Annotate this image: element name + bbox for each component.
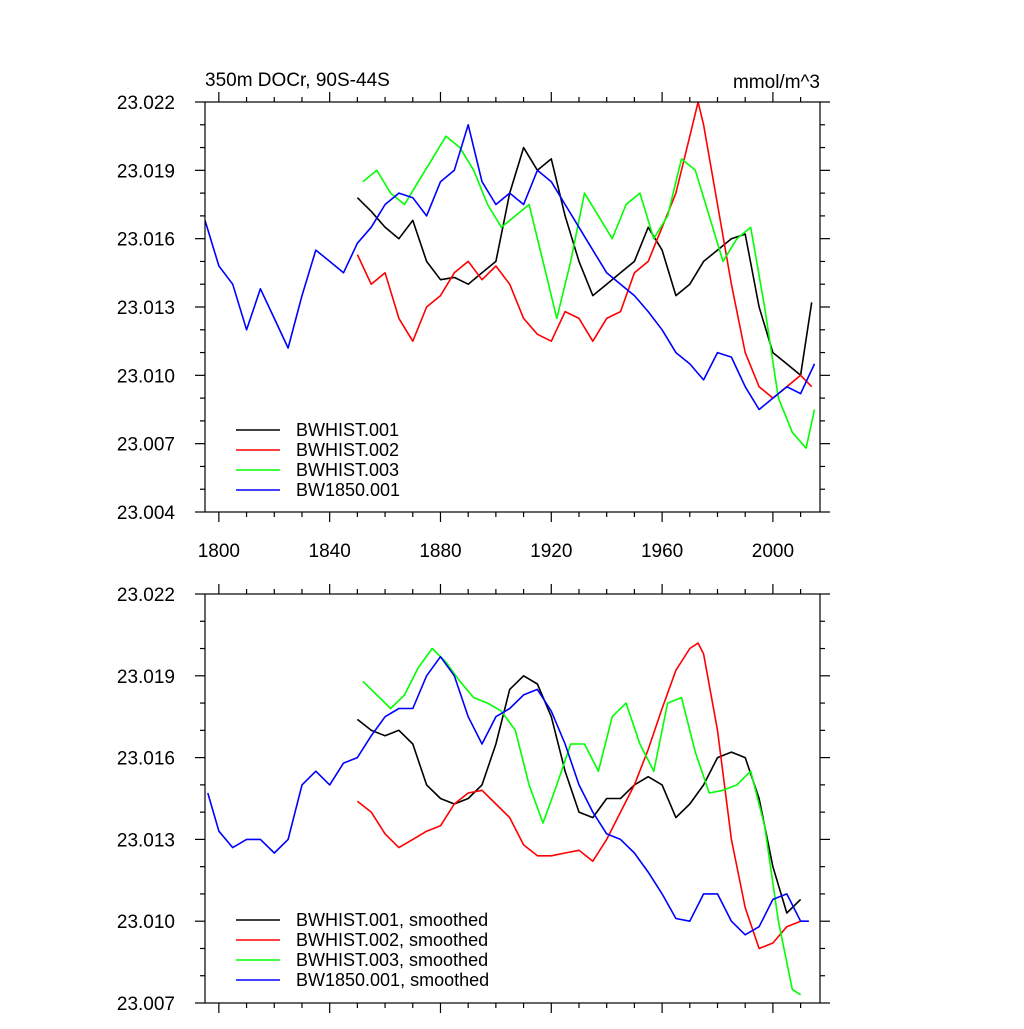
y-tick-label: 23.013 [117, 298, 175, 319]
x-tick-label: 2000 [752, 541, 794, 562]
plot-frame [204, 593, 821, 1004]
y-tick-label: 23.010 [117, 366, 175, 387]
chart-panel-2: 23.007 23.010 23.013 23.016 23.019 23.022 BWHI… [117, 584, 830, 1015]
series-line-3 [362, 647, 802, 996]
y-tick-label: 23.016 [117, 749, 175, 770]
legend-label: BWHIST.001, smoothed [296, 910, 488, 930]
legend-label: BWHIST.002, smoothed [296, 930, 488, 950]
y-tick-label: 23.022 [117, 93, 175, 114]
series-line-2 [356, 102, 813, 399]
legend-label: BWHIST.003, smoothed [296, 950, 488, 970]
y-tick-label: 23.019 [117, 161, 175, 182]
x-tick-label: 1800 [198, 541, 240, 562]
y-tick-label: 23.022 [117, 585, 175, 606]
legend-label: BWHIST.002 [296, 440, 399, 460]
legend-label: BWHIST.003 [296, 460, 399, 480]
chart-panel-1: 1800 1840 1880 1920 1960 2000 23.004 23.007 23.0… [117, 70, 830, 562]
y-tick-label: 23.004 [117, 503, 176, 524]
series-line-4 [207, 655, 809, 936]
y-tick-label: 23.010 [117, 912, 175, 933]
legend-label: BWHIST.001 [296, 420, 399, 440]
x-tick-label: 1880 [419, 541, 461, 562]
x-tick-label: 1960 [641, 541, 683, 562]
y-tick-label: 23.013 [117, 830, 175, 851]
series-line-2 [356, 642, 801, 950]
units-label: mmol/m^3 [733, 72, 820, 93]
legend-label: BW1850.001 [296, 480, 400, 500]
x-tick-label: 1840 [309, 541, 351, 562]
legend-label: BW1850.001, smoothed [296, 970, 489, 990]
series-line-3 [362, 135, 816, 450]
y-tick-label: 23.007 [117, 435, 175, 456]
series-line-1 [356, 146, 813, 377]
series-line-4 [205, 124, 816, 411]
y-tick-label: 23.007 [117, 994, 175, 1015]
x-tick-label: 1920 [530, 541, 572, 562]
y-tick-label: 23.019 [117, 667, 175, 688]
chart-title: 350m DOCr, 90S-44S [205, 70, 390, 91]
y-tick-label: 23.016 [117, 230, 175, 251]
series-line-1 [356, 674, 802, 914]
